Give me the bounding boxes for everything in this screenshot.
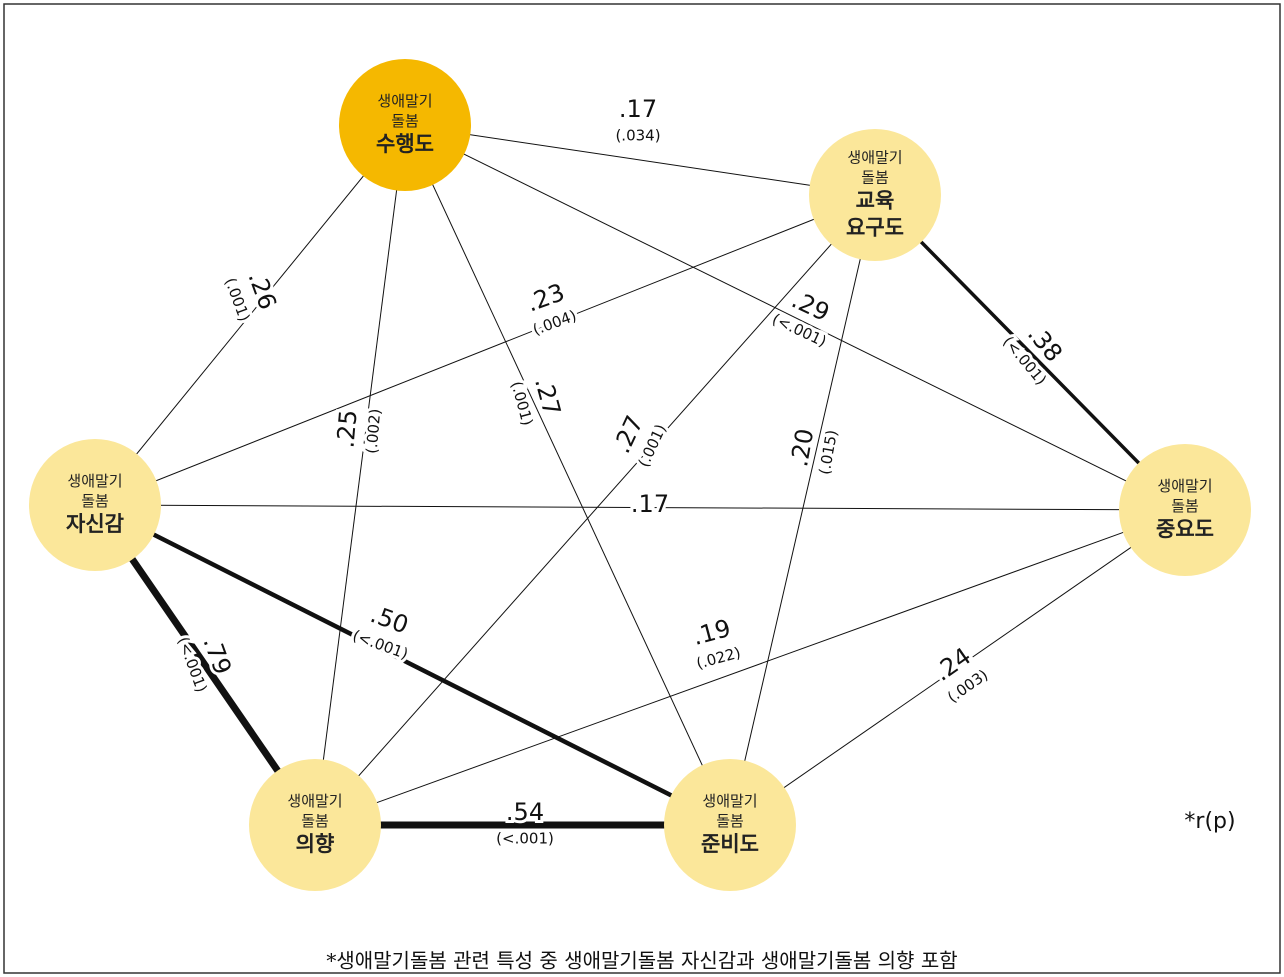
node <box>339 59 471 191</box>
edge-label: .38(<.001) <box>996 317 1071 392</box>
node-label: 요구도 <box>846 216 904 240</box>
edge-label: .19(.022) <box>687 611 746 676</box>
node-label: 자신감 <box>66 512 124 536</box>
edge-r: .20 <box>785 427 819 469</box>
node-label: 돌봄 <box>391 112 419 130</box>
edge <box>314 124 406 826</box>
edge <box>729 509 1186 826</box>
edge <box>404 124 876 196</box>
frame <box>3 3 1281 974</box>
node <box>249 759 381 891</box>
edge-label: .27(.001) <box>604 408 672 473</box>
edge-label: .20(.015) <box>782 424 844 480</box>
node-label: 돌봄 <box>1171 497 1199 515</box>
edge-r: .17 <box>631 490 669 518</box>
node-label: 돌봄 <box>81 492 109 510</box>
edge-label: .27(.001) <box>504 372 569 431</box>
edge-label: .23(.004) <box>520 275 582 342</box>
edge-label: .24(.003) <box>926 639 995 709</box>
edge-p: (.034) <box>615 127 660 145</box>
edge <box>314 194 876 826</box>
edge <box>94 504 1186 511</box>
edge <box>873 193 1187 512</box>
edge <box>94 124 406 506</box>
node-label: 돌봄 <box>301 812 329 830</box>
node-label: 생애말기 <box>847 149 902 167</box>
node-label: 생애말기 <box>377 92 432 110</box>
node-label: 생애말기 <box>1157 477 1212 495</box>
edge-label: .54 (<.001) <box>493 795 557 851</box>
node-label: 준비도 <box>701 832 759 856</box>
edge-label: .25 (.002) <box>328 405 387 458</box>
edge <box>93 502 732 828</box>
edge-r: .54 <box>506 798 544 826</box>
node-label: 생애말기 <box>702 792 757 810</box>
edge-label: .17 <box>628 487 672 521</box>
node-label: 수행도 <box>376 132 434 156</box>
edge-r: .25 <box>331 409 362 449</box>
legend: *r(p) <box>1184 809 1235 834</box>
edge-p: (<.001) <box>496 830 554 848</box>
node-label: 돌봄 <box>716 812 744 830</box>
node-label: 교육 <box>856 189 895 213</box>
node-label: 의향 <box>296 832 335 856</box>
edge-label: .26(.001) <box>218 265 285 327</box>
node-label: 생애말기 <box>287 792 342 810</box>
node-label: 돌봄 <box>861 169 889 187</box>
node <box>664 759 796 891</box>
edge-r: .19 <box>690 614 734 651</box>
node-label: 중요도 <box>1156 517 1214 541</box>
edge-label: .29(<.001) <box>766 282 836 353</box>
edge <box>404 124 1186 511</box>
node-label: 생애말기 <box>67 472 122 490</box>
edge <box>94 194 876 506</box>
node <box>1119 444 1251 576</box>
node <box>29 439 161 571</box>
edge-p: (.002) <box>363 408 385 455</box>
edge <box>729 194 876 826</box>
edge <box>314 509 1186 826</box>
edge-label: .50(<.001) <box>347 597 415 666</box>
edge-r: .17 <box>619 95 657 123</box>
edge-r: .27 <box>529 375 566 419</box>
edge-label: .17 (.034) <box>612 92 663 148</box>
edge <box>404 124 731 826</box>
node <box>809 129 941 261</box>
footnote: *생애말기돌봄 관련 특성 중 생애말기돌봄 자신감과 생애말기돌봄 의향 포함 <box>326 949 957 973</box>
